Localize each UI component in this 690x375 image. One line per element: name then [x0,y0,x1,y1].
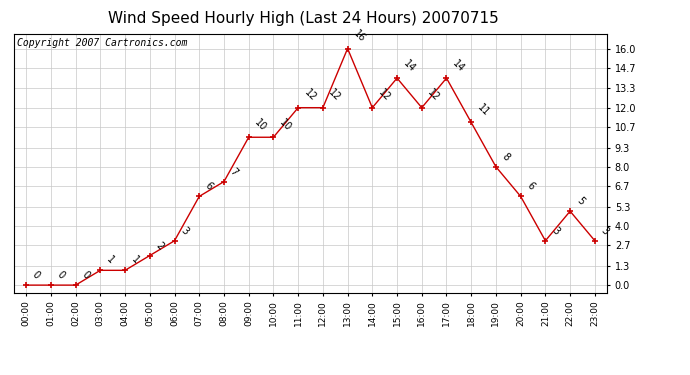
Text: 3: 3 [549,225,561,237]
Text: 0: 0 [55,270,66,281]
Text: 1: 1 [129,255,141,266]
Text: 6: 6 [525,181,536,192]
Text: 10: 10 [277,117,293,133]
Text: 5: 5 [574,195,586,207]
Text: 7: 7 [228,166,239,177]
Text: 14: 14 [401,58,417,74]
Text: 3: 3 [179,225,190,237]
Text: 12: 12 [327,88,343,104]
Text: 14: 14 [451,58,466,74]
Text: Wind Speed Hourly High (Last 24 Hours) 20070715: Wind Speed Hourly High (Last 24 Hours) 2… [108,11,499,26]
Text: 11: 11 [475,103,491,118]
Text: 10: 10 [253,117,268,133]
Text: 8: 8 [500,151,511,163]
Text: 0: 0 [80,270,91,281]
Text: 1: 1 [104,255,116,266]
Text: 12: 12 [426,88,442,104]
Text: 0: 0 [30,270,41,281]
Text: 2: 2 [154,240,166,251]
Text: 12: 12 [302,88,318,104]
Text: Copyright 2007 Cartronics.com: Copyright 2007 Cartronics.com [17,38,187,48]
Text: 3: 3 [599,225,611,237]
Text: 16: 16 [352,28,368,44]
Text: 12: 12 [377,88,393,104]
Text: 6: 6 [204,181,215,192]
